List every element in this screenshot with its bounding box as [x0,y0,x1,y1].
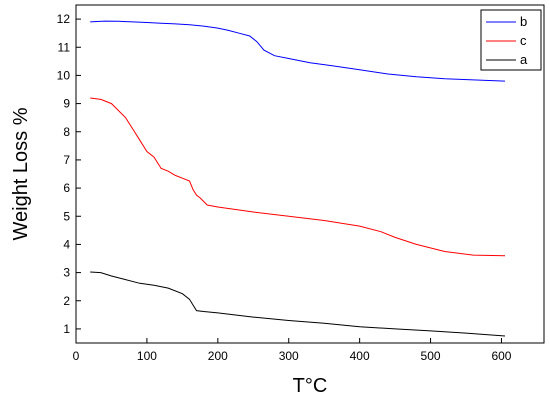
x-tick-label-0: 0 [73,349,80,363]
y-tick-label-4: 4 [63,237,70,251]
x-tick-label-300: 300 [279,349,299,363]
x-axis-title: T°C [293,375,328,397]
legend-label-b: b [520,14,527,29]
plot-frame [75,4,545,344]
legend-label-c: c [520,33,527,48]
series-line-b [90,20,506,82]
y-tick-label-9: 9 [63,97,70,111]
y-tick-label-10: 10 [57,68,71,82]
y-tick-label-1: 1 [63,322,70,336]
x-tick-label-200: 200 [208,349,228,363]
y-tick-label-8: 8 [63,125,70,139]
legend: bca [480,9,542,71]
x-tick-label-600: 600 [491,349,511,363]
x-tick-label-400: 400 [350,349,370,363]
y-tick-label-11: 11 [58,40,71,54]
y-tick-label-2: 2 [63,294,70,308]
y-axis-title: Weight Loss % [10,107,32,240]
y-tick-label-12: 12 [57,12,71,26]
series-layer [90,20,506,337]
legend-label-a: a [520,52,528,67]
y-tick-label-5: 5 [63,209,70,223]
series-line-c [90,97,506,257]
series-line-a [90,271,506,337]
x-tick-label-100: 100 [137,349,157,363]
y-tick-label-3: 3 [63,266,70,280]
x-tick-label-500: 500 [421,349,441,363]
y-tick-label-7: 7 [63,153,70,167]
legend-box [480,9,542,71]
y-tick-label-6: 6 [63,181,70,195]
